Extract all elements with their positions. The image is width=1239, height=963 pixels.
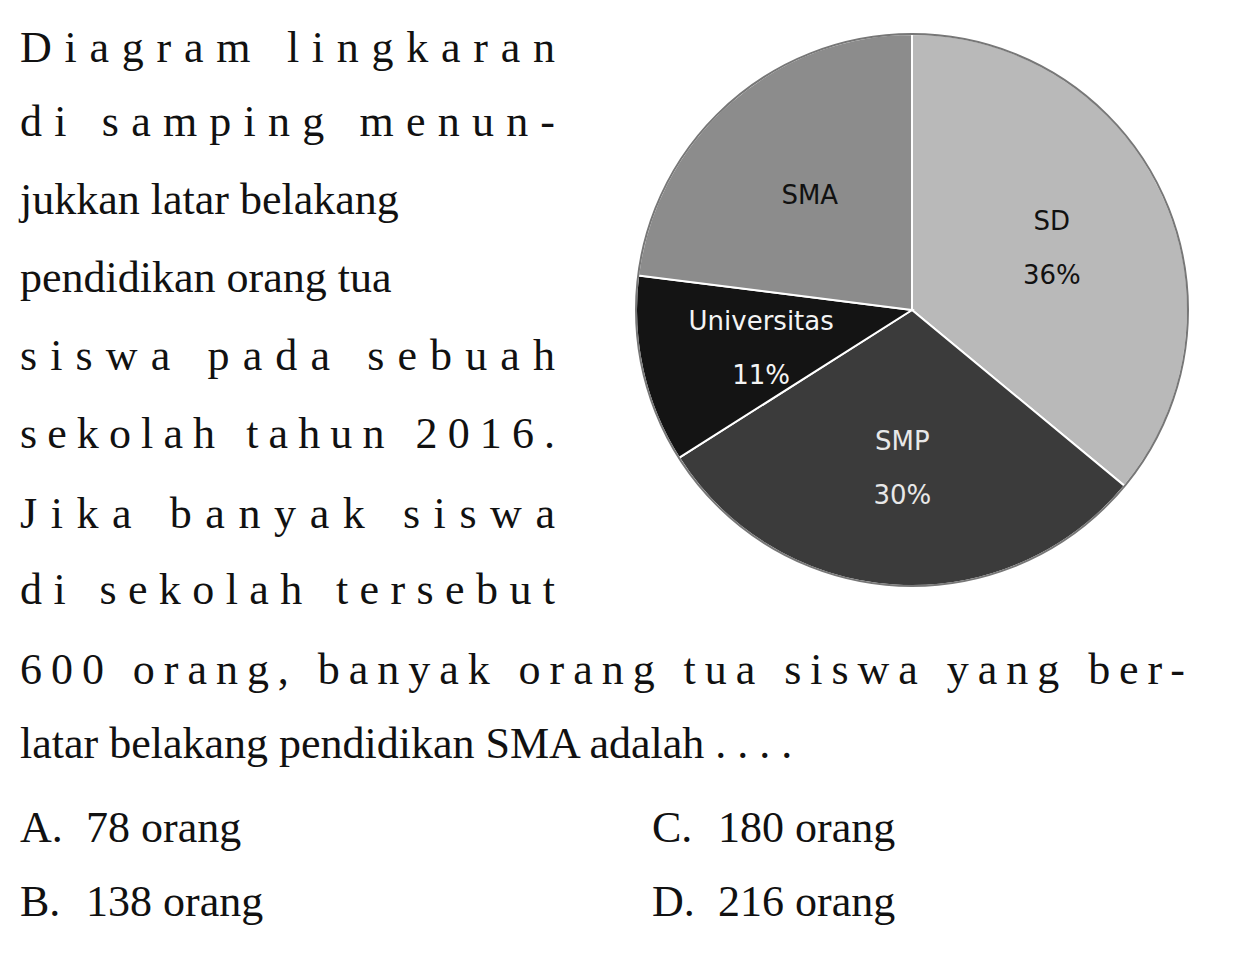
question-line: siswa pada sebuah (20, 331, 555, 380)
pie-slice (638, 34, 912, 310)
option-letter: B. (20, 877, 60, 926)
pie-outline (636, 34, 1188, 586)
slice-name: Universitas (689, 306, 834, 336)
option-text: 216 orang (718, 877, 895, 926)
slice-value: 11% (732, 360, 790, 390)
option-text: 138 orang (86, 877, 263, 926)
question-line: Jika banyak siswa (20, 489, 555, 538)
question-line: Diagram lingkaran (20, 23, 555, 72)
question-line: pendidikan orang tua (20, 253, 391, 302)
slice-name: SMP (875, 426, 930, 456)
option-letter: D. (652, 877, 695, 926)
question-line: di samping menun- (20, 97, 555, 146)
option-letter: C. (652, 803, 692, 852)
page: Diagram lingkaran di samping menun-jukkan… (0, 0, 1239, 963)
question-line: jukkan latar belakang (18, 175, 399, 224)
slice-name: SD (1034, 206, 1071, 236)
slice-name: SMA (781, 180, 838, 210)
question-line: sekolah tahun 2016. (20, 409, 555, 458)
pie (636, 34, 1188, 586)
slice-value: 30% (873, 480, 931, 510)
option-text: 180 orang (718, 803, 895, 852)
option-text: 78 orang (86, 803, 241, 852)
question-line: latar belakang pendidikan SMA adalah . .… (20, 719, 792, 768)
question-line: 600 orang, banyak orang tua siswa yang b… (20, 645, 1185, 694)
question-line: di sekolah tersebut (20, 565, 555, 614)
slice-value: 36% (1023, 260, 1081, 290)
option-letter: A. (20, 803, 63, 852)
